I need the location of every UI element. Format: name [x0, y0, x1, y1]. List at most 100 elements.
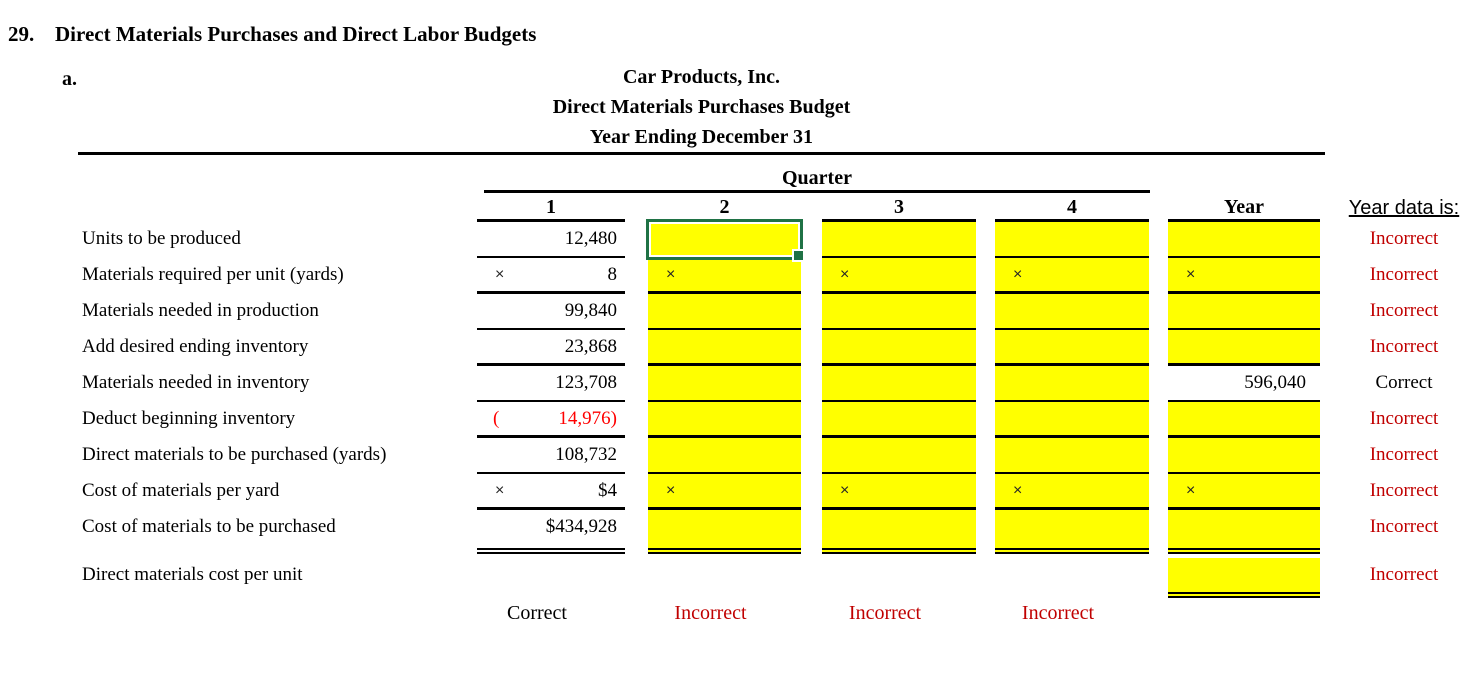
cell-value: $4 — [598, 480, 617, 501]
year-status: Incorrect — [1369, 564, 1439, 585]
cell-value: 23,868 — [564, 336, 617, 357]
quarter-status-q3: Incorrect — [848, 602, 922, 624]
statement-period: Year Ending December 31 — [589, 126, 814, 148]
cell-q4-blank[interactable]: × — [995, 474, 1149, 510]
multiply-icon: × — [840, 482, 850, 499]
column-underline — [477, 219, 625, 222]
cell-q2-blank[interactable] — [648, 510, 801, 554]
year-status: Correct — [1375, 372, 1433, 393]
quarter-status-q4: Incorrect — [1021, 602, 1095, 624]
company-name: Car Products, Inc. — [622, 66, 781, 88]
selected-cell-indicator — [646, 219, 805, 262]
multiply-icon: × — [495, 482, 505, 499]
year-status: Incorrect — [1369, 264, 1439, 285]
multiply-icon: × — [1013, 482, 1023, 499]
row-label: Materials required per unit (yards) — [82, 264, 344, 285]
cell-year-blank[interactable]: × — [1168, 258, 1320, 294]
cell-q3-blank[interactable] — [822, 330, 976, 366]
row-label: Direct materials cost per unit — [82, 564, 303, 585]
cell-year-blank[interactable] — [1168, 558, 1320, 598]
row-label: Cost of materials per yard — [82, 480, 280, 501]
year-status: Incorrect — [1369, 516, 1439, 537]
cell-value: 8 — [607, 264, 618, 285]
title-rule — [78, 152, 1325, 155]
statement-name: Direct Materials Purchases Budget — [552, 96, 851, 118]
column-header-q1: 1 — [546, 196, 556, 218]
cell-q3-blank[interactable] — [822, 294, 976, 330]
year-status: Incorrect — [1369, 408, 1439, 429]
year-status: Incorrect — [1369, 228, 1439, 249]
cell-q3-blank[interactable] — [822, 222, 976, 258]
cell-q1[interactable]: × $4 — [477, 474, 625, 510]
cell-q2-blank[interactable] — [648, 366, 801, 402]
cell-q3-blank[interactable] — [822, 402, 976, 438]
column-underline — [822, 219, 976, 222]
cell-year-blank[interactable] — [1168, 222, 1320, 258]
cell-q4-blank[interactable] — [995, 222, 1149, 258]
cell-year-blank[interactable]: × — [1168, 474, 1320, 510]
row-label: Add desired ending inventory — [82, 336, 309, 357]
row-label: Deduct beginning inventory — [82, 408, 296, 429]
cell-q4-blank[interactable] — [995, 330, 1149, 366]
cell-q3-blank[interactable]: × — [822, 474, 976, 510]
open-paren: ( — [493, 408, 500, 429]
column-underline — [995, 219, 1149, 222]
cell-value: $434,928 — [545, 516, 617, 537]
cell-year-blank[interactable] — [1168, 438, 1320, 474]
cell-value: 123,708 — [555, 372, 617, 393]
cell-q2-blank[interactable] — [648, 294, 801, 330]
row-label: Materials needed in production — [82, 300, 319, 321]
year-status: Incorrect — [1369, 444, 1439, 465]
column-header-q4: 4 — [1067, 196, 1077, 218]
cell-year-blank[interactable] — [1168, 402, 1320, 438]
year-status: Incorrect — [1369, 480, 1439, 501]
cell-value: 108,732 — [555, 444, 617, 465]
cell-q2-blank[interactable] — [648, 330, 801, 366]
multiply-icon: × — [666, 482, 676, 499]
cell-value: 12,480 — [564, 228, 617, 249]
statement-title-block: Car Products, Inc. Direct Materials Purc… — [78, 62, 1325, 152]
cell-q2-blank[interactable] — [648, 438, 801, 474]
cell-q1[interactable]: 99,840 — [477, 294, 625, 330]
cell-value: 14,976) — [558, 408, 617, 429]
year-status: Incorrect — [1369, 336, 1439, 357]
cell-q1[interactable]: $434,928 — [477, 510, 625, 554]
cell-q1[interactable]: 123,708 — [477, 366, 625, 402]
multiply-icon: × — [1013, 266, 1023, 283]
column-header-year: Year — [1224, 196, 1264, 218]
cell-q1[interactable]: 23,868 — [477, 330, 625, 366]
fill-handle[interactable] — [792, 249, 805, 262]
row-label: Direct materials to be purchased (yards) — [82, 444, 387, 465]
cell-year-blank[interactable] — [1168, 330, 1320, 366]
cell-year-blank[interactable] — [1168, 294, 1320, 330]
cell-year-blank[interactable] — [1168, 510, 1320, 554]
cell-q4-blank[interactable] — [995, 402, 1149, 438]
cell-q1[interactable]: 108,732 — [477, 438, 625, 474]
cell-q3-blank[interactable]: × — [822, 258, 976, 294]
cell-q3-blank[interactable] — [822, 510, 976, 554]
cell-q4-blank[interactable] — [995, 510, 1149, 554]
quarter-status-q1: Correct — [507, 602, 567, 624]
row-label: Units to be produced — [82, 228, 241, 249]
cell-q4-blank[interactable] — [995, 366, 1149, 402]
year-status: Incorrect — [1369, 300, 1439, 321]
cell-q4-blank[interactable] — [995, 294, 1149, 330]
quarter-rule — [484, 190, 1150, 193]
multiply-icon: × — [1186, 482, 1196, 499]
part-label: a. — [62, 68, 77, 90]
cell-q3-blank[interactable] — [822, 366, 976, 402]
cell-q2-blank[interactable]: × — [648, 258, 801, 294]
cell-q3-blank[interactable] — [822, 438, 976, 474]
cell-q1[interactable]: 12,480 — [477, 222, 625, 258]
cell-year[interactable]: 596,040 — [1168, 366, 1320, 402]
multiply-icon: × — [495, 266, 505, 283]
cell-q1[interactable]: × 8 — [477, 258, 625, 294]
cell-q4-blank[interactable]: × — [995, 258, 1149, 294]
row-label: Materials needed in inventory — [82, 372, 310, 393]
cell-q2-blank[interactable]: × — [648, 474, 801, 510]
cell-q2-blank[interactable] — [648, 402, 801, 438]
cell-q1[interactable]: (14,976) — [477, 402, 625, 438]
cell-q4-blank[interactable] — [995, 438, 1149, 474]
multiply-icon: × — [666, 266, 676, 283]
